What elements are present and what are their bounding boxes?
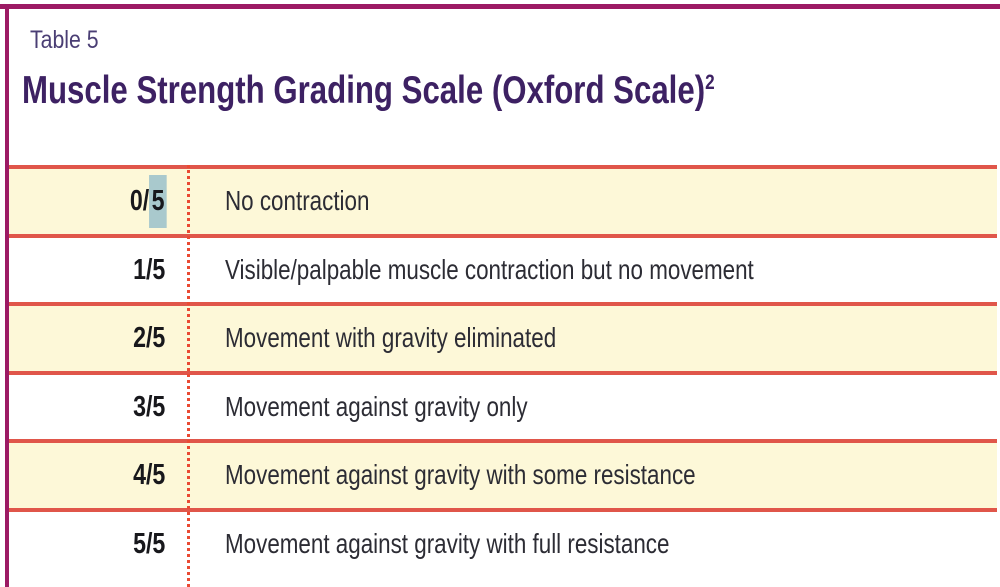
grade-cell: 3/5 (9, 375, 187, 440)
description-text: No contraction (225, 185, 370, 216)
grade-text: 5/5 (132, 527, 165, 560)
description-cell: Movement against gravity with some resis… (187, 443, 997, 508)
grade-cell: 1/5 (9, 238, 187, 303)
title-superscript: 2 (705, 70, 715, 94)
grade-cell: 5/5 (9, 512, 187, 577)
table-row: 2/5 Movement with gravity eliminated (9, 302, 997, 371)
grade-text: 3/5 (132, 390, 165, 423)
description-text: Movement against gravity only (225, 390, 528, 422)
grading-table: 0/5 No contraction 1/5 Visible/palpable … (9, 165, 997, 587)
grading-table-body: 0/5 No contraction 1/5 Visible/palpable … (9, 165, 997, 576)
description-cell: Visible/palpable muscle contraction but … (187, 238, 997, 303)
grade-cell: 2/5 (9, 306, 187, 371)
grade-text: 2/5 (132, 322, 165, 354)
description-text: Movement with gravity eliminated (225, 322, 557, 353)
page-left-border (5, 4, 9, 587)
description-cell: No contraction (187, 169, 997, 234)
grade-text: 0/ (129, 185, 149, 217)
page-top-border (0, 4, 1000, 9)
table-row: 5/5 Movement against gravity with full r… (9, 507, 997, 577)
description-text: Movement against gravity with full resis… (225, 527, 670, 559)
table-row: 1/5 Visible/palpable muscle contraction … (9, 233, 997, 303)
grade-text: 1/5 (132, 253, 165, 286)
grade-highlight: 5 (148, 175, 167, 228)
column-divider-dotted-line (187, 165, 190, 587)
table-row: 0/5 No contraction (9, 165, 997, 234)
description-cell: Movement against gravity only (187, 375, 997, 440)
grade-cell: 0/5 (9, 169, 187, 234)
description-cell: Movement with gravity eliminated (187, 306, 997, 371)
description-cell: Movement against gravity with full resis… (187, 512, 997, 577)
grade-text: 4/5 (132, 459, 165, 491)
table-title-text: Muscle Strength Grading Scale (Oxford Sc… (22, 69, 706, 112)
table-row: 4/5 Movement against gravity with some r… (9, 439, 997, 508)
description-text: Movement against gravity with some resis… (225, 459, 696, 490)
table-label: Table 5 (30, 26, 99, 54)
table-row: 3/5 Movement against gravity only (9, 370, 997, 440)
description-text: Visible/palpable muscle contraction but … (225, 253, 754, 285)
table-header: Table 5 Muscle Strength Grading Scale (O… (22, 26, 888, 113)
grade-cell: 4/5 (9, 443, 187, 508)
table-title: Muscle Strength Grading Scale (Oxford Sc… (22, 69, 715, 113)
